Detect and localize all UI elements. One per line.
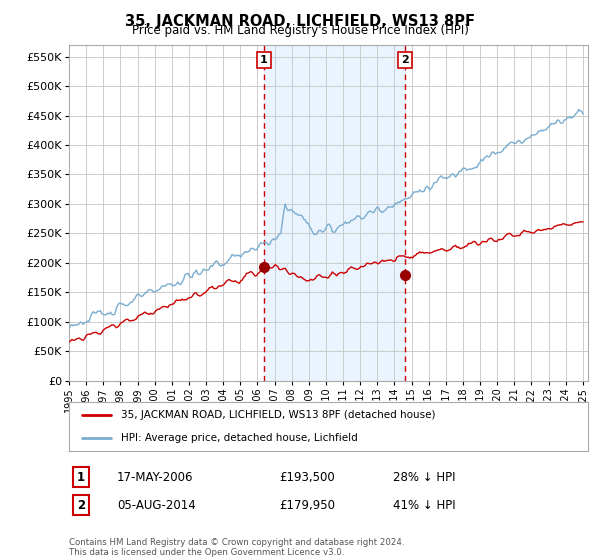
Text: 1: 1 xyxy=(260,55,268,65)
Text: Contains HM Land Registry data © Crown copyright and database right 2024.
This d: Contains HM Land Registry data © Crown c… xyxy=(69,538,404,557)
Text: 1: 1 xyxy=(77,470,85,484)
Text: 41% ↓ HPI: 41% ↓ HPI xyxy=(393,498,455,512)
Text: 35, JACKMAN ROAD, LICHFIELD, WS13 8PF: 35, JACKMAN ROAD, LICHFIELD, WS13 8PF xyxy=(125,14,475,29)
Text: 35, JACKMAN ROAD, LICHFIELD, WS13 8PF (detached house): 35, JACKMAN ROAD, LICHFIELD, WS13 8PF (d… xyxy=(121,410,436,421)
Text: Price paid vs. HM Land Registry's House Price Index (HPI): Price paid vs. HM Land Registry's House … xyxy=(131,24,469,36)
Bar xyxy=(264,45,404,381)
Text: HPI: Average price, detached house, Lichfield: HPI: Average price, detached house, Lich… xyxy=(121,433,358,443)
Text: 17-MAY-2006: 17-MAY-2006 xyxy=(117,470,193,484)
Text: 28% ↓ HPI: 28% ↓ HPI xyxy=(393,470,455,484)
Text: 05-AUG-2014: 05-AUG-2014 xyxy=(117,498,196,512)
Text: £193,500: £193,500 xyxy=(279,470,335,484)
Text: 2: 2 xyxy=(77,498,85,512)
Text: 2: 2 xyxy=(401,55,409,65)
Text: £179,950: £179,950 xyxy=(279,498,335,512)
